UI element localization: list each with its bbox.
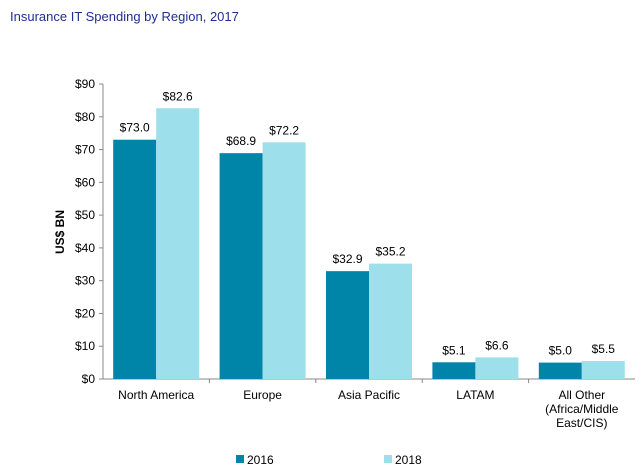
y-tick-label: $30 xyxy=(75,274,95,288)
bar-2016 xyxy=(113,139,157,379)
y-tick-label: $10 xyxy=(75,339,95,353)
data-label: $68.9 xyxy=(226,134,256,148)
x-tick-label: Europe xyxy=(243,388,282,402)
bar-2016 xyxy=(326,271,369,379)
chart-title: Insurance IT Spending by Region, 2017 xyxy=(10,9,239,24)
data-label: $32.9 xyxy=(332,252,362,266)
data-label: $73.0 xyxy=(120,121,150,135)
x-tick-label: Asia Pacific xyxy=(338,388,400,402)
x-tick-label: North America xyxy=(118,388,194,402)
bar-2016 xyxy=(432,362,476,379)
y-tick-label: $60 xyxy=(75,175,95,189)
data-label: $6.6 xyxy=(485,338,509,352)
x-tick-label: All Other xyxy=(558,388,605,402)
bar-2018 xyxy=(369,263,412,379)
legend-label: 2016 xyxy=(247,453,274,467)
data-label: $82.6 xyxy=(163,89,193,103)
data-label: $35.2 xyxy=(375,245,405,259)
x-tick-label: East/CIS) xyxy=(556,416,607,430)
bar-2016 xyxy=(538,362,582,379)
data-label: $5.5 xyxy=(592,342,616,356)
y-tick-label: $50 xyxy=(75,208,95,222)
y-tick-label: $40 xyxy=(75,241,95,255)
y-tick-label: $0 xyxy=(82,372,96,386)
legend-label: 2018 xyxy=(395,453,422,467)
bar-2018 xyxy=(581,360,625,379)
bar-2018 xyxy=(156,108,200,379)
y-tick-label: $70 xyxy=(75,143,95,157)
x-tick-label: LATAM xyxy=(456,388,494,402)
y-tick-label: $80 xyxy=(75,110,95,124)
y-tick-label: $20 xyxy=(75,306,95,320)
y-axis-label: US$ BN xyxy=(53,210,67,254)
bar-2018 xyxy=(475,357,519,379)
y-tick-label: $90 xyxy=(75,77,95,91)
data-label: $5.0 xyxy=(549,344,573,358)
bar-2016 xyxy=(219,153,263,379)
data-label: $72.2 xyxy=(269,123,299,137)
data-label: $5.1 xyxy=(442,343,466,357)
legend-swatch-2018 xyxy=(384,455,392,463)
legend-swatch-2016 xyxy=(236,455,244,463)
bar-2018 xyxy=(262,142,306,379)
x-tick-label: (Africa/Middle xyxy=(545,402,619,416)
